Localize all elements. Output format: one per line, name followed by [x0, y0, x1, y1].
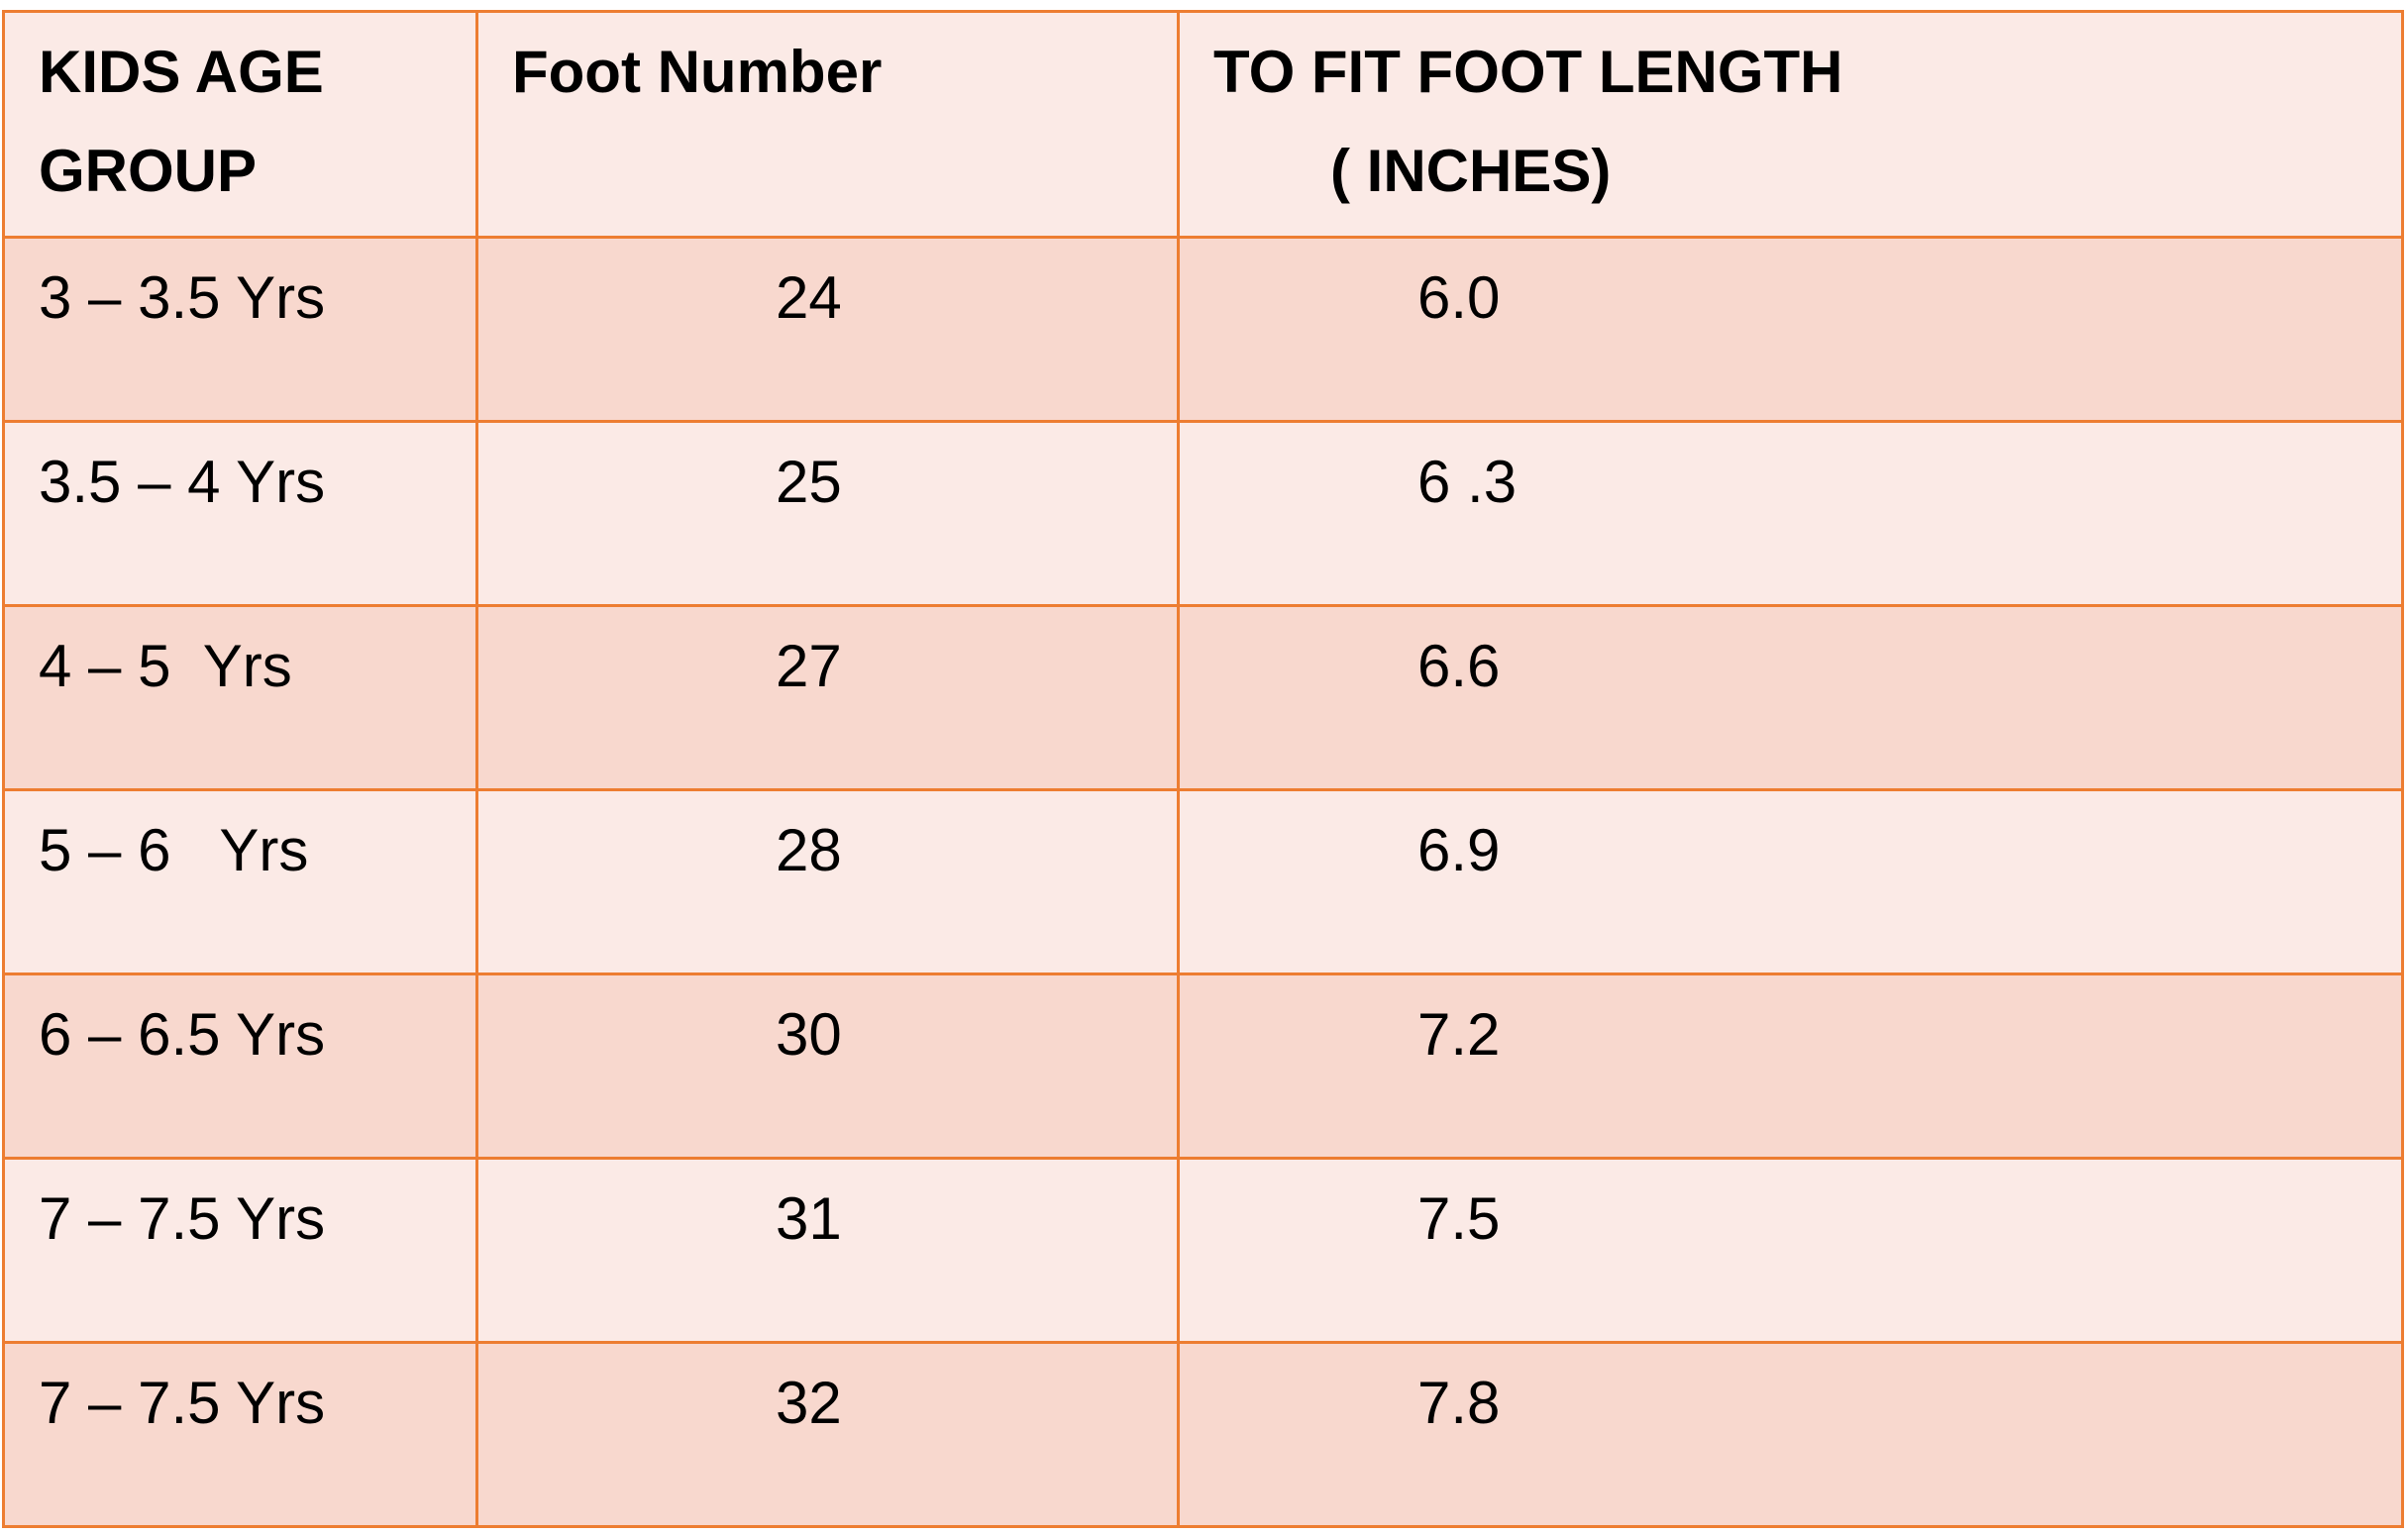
- foot-length-cell: 6 .3: [1177, 420, 2404, 607]
- foot-number-cell: 30: [475, 972, 1180, 1160]
- foot-length-cell: 6.0: [1177, 236, 2404, 423]
- header-foot-number: Foot Number: [475, 10, 1180, 239]
- header-foot-length: TO FIT FOOT LENGTH ( INCHES): [1177, 10, 2404, 239]
- foot-length-cell: 6.6: [1177, 604, 2404, 791]
- foot-number-cell: 24: [475, 236, 1180, 423]
- foot-number-cell: 28: [475, 788, 1180, 975]
- header-foot-length-title: TO FIT FOOT LENGTH: [1213, 39, 1843, 105]
- table-row: 4 – 5 Yrs 27 6.6: [2, 604, 2404, 791]
- foot-number-cell: 25: [475, 420, 1180, 607]
- foot-length-cell: 6.9: [1177, 788, 2404, 975]
- table-row: 5 – 6 Yrs 28 6.9: [2, 788, 2404, 975]
- age-group-cell: 3 – 3.5 Yrs: [2, 236, 478, 423]
- foot-number-cell: 31: [475, 1157, 1180, 1344]
- foot-length-cell: 7.2: [1177, 972, 2404, 1160]
- table-row: 3 – 3.5 Yrs 24 6.0: [2, 236, 2404, 423]
- age-group-cell: 5 – 6 Yrs: [2, 788, 478, 975]
- foot-length-cell: 7.5: [1177, 1157, 2404, 1344]
- foot-number-cell: 27: [475, 604, 1180, 791]
- age-group-cell: 7 – 7.5 Yrs: [2, 1157, 478, 1344]
- age-group-cell: 7 – 7.5 Yrs: [2, 1341, 478, 1528]
- table-row: 7 – 7.5 Yrs 32 7.8: [2, 1341, 2404, 1528]
- age-group-cell: 6 – 6.5 Yrs: [2, 972, 478, 1160]
- kids-shoe-size-table: KIDS AGE GROUP Foot Number TO FIT FOOT L…: [2, 10, 2404, 1528]
- table-row: 7 – 7.5 Yrs 31 7.5: [2, 1157, 2404, 1344]
- table-row: 3.5 – 4 Yrs 25 6 .3: [2, 420, 2404, 607]
- foot-length-cell: 7.8: [1177, 1341, 2404, 1528]
- age-group-cell: 3.5 – 4 Yrs: [2, 420, 478, 607]
- foot-number-cell: 32: [475, 1341, 1180, 1528]
- header-row: KIDS AGE GROUP Foot Number TO FIT FOOT L…: [2, 10, 2404, 239]
- table-row: 6 – 6.5 Yrs 30 7.2: [2, 972, 2404, 1160]
- header-foot-length-unit: ( INCHES): [1330, 138, 1612, 204]
- header-age-group: KIDS AGE GROUP: [2, 10, 478, 239]
- age-group-cell: 4 – 5 Yrs: [2, 604, 478, 791]
